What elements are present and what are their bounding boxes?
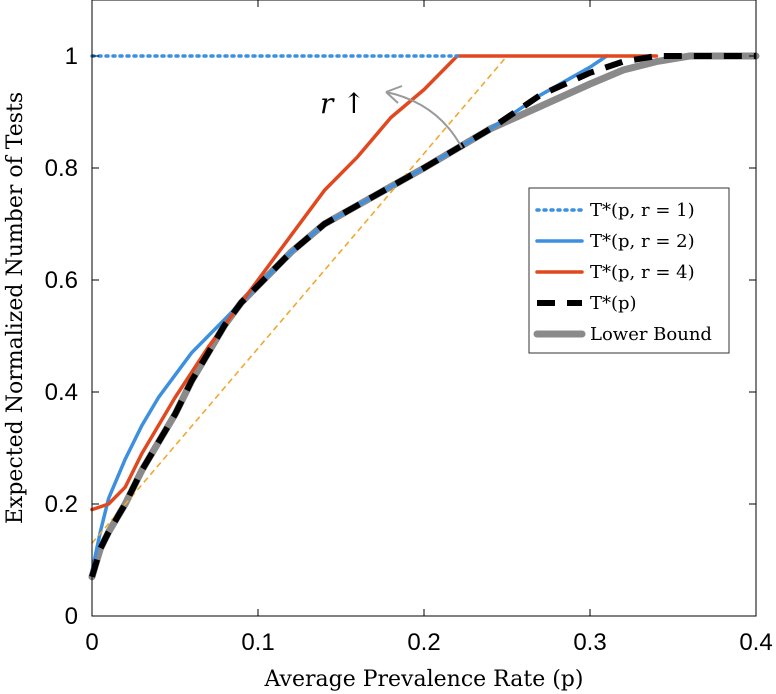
series-line-5-reference: [91, 55, 508, 544]
legend: T*(p, r = 1) T*(p, r = 2) T*(p, r = 4) T*(p…: [528, 187, 730, 354]
x-tick-label: 0: [85, 629, 98, 656]
tick-layer: 0 0.1 0.2 0.3 0.4 0 0.2 0.4 0.6 0.8 1: [45, 0, 773, 656]
legend-entry-label: T*(p, r = 1): [590, 200, 695, 221]
annotation-curve-arrow: [385, 91, 463, 149]
series-line-3-t-p: [89, 53, 756, 578]
x-tick-label: 0.4: [739, 629, 772, 656]
y-tick-label: 0.4: [45, 379, 78, 406]
y-tick-label: 0.2: [45, 491, 78, 518]
y-tick-label: 0.8: [45, 155, 78, 182]
y-tick-label: 1: [65, 43, 78, 70]
legend-entry-label: T*(p, r = 2): [590, 231, 695, 252]
x-tick-label: 0.2: [407, 629, 440, 656]
legend-entry-label: T*(p, r = 4): [590, 262, 695, 283]
x-axis-label: Average Prevalence Rate (p): [264, 667, 584, 692]
annotation-arrowhead: [385, 85, 403, 104]
series-layer: [88, 52, 760, 581]
x-tick-label: 0.3: [573, 629, 606, 656]
series-line-2-t-p-r-4: [90, 54, 659, 512]
annotation-layer: r ↑: [320, 85, 463, 149]
y-axis-label: Expected Normalized Number of Tests: [3, 92, 28, 524]
legend-entry-label: Lower Bound: [590, 324, 712, 345]
x-tick-label: 0.1: [241, 629, 274, 656]
legend-entry-label: T*(p): [590, 293, 637, 314]
annotation-r-arrow: r ↑: [320, 87, 366, 120]
y-tick-label: 0: [65, 603, 78, 630]
y-tick-label: 0.6: [45, 267, 78, 294]
